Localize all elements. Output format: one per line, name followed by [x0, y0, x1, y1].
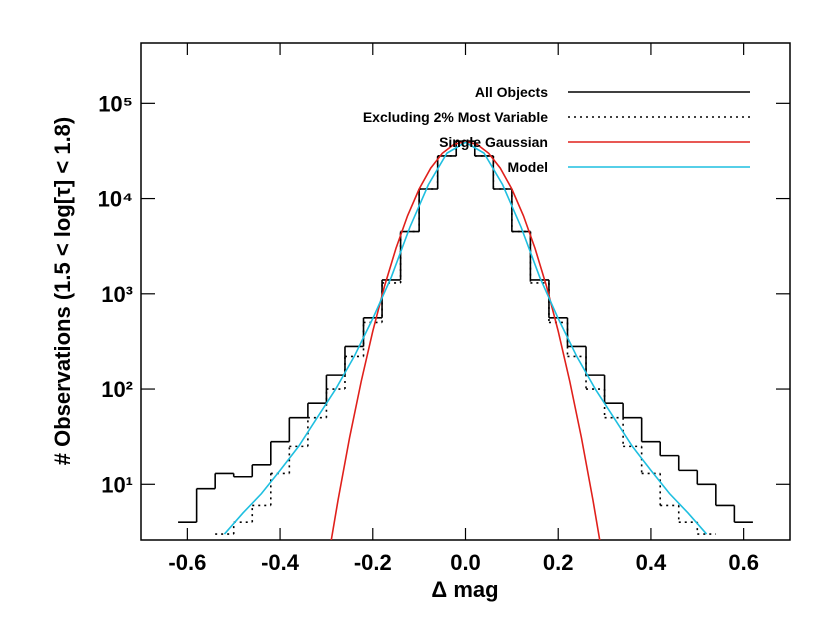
legend-label: Single Gaussian: [439, 134, 548, 150]
x-tick-label: 0.6: [728, 550, 759, 575]
y-tick-label: 10⁵: [98, 91, 133, 116]
x-tick-label: 0.0: [450, 550, 481, 575]
y-tick-label: 10²: [101, 377, 133, 402]
x-tick-label: 0.2: [543, 550, 574, 575]
legend-label: All Objects: [475, 84, 548, 100]
x-axis-label: Δ mag: [431, 577, 498, 602]
plot-area: [178, 140, 753, 540]
series-line: [330, 140, 601, 540]
x-tick-label: 0.4: [636, 550, 667, 575]
y-tick-label: 10³: [101, 282, 133, 307]
legend-label: Model: [508, 159, 548, 175]
legend-label: Excluding 2% Most Variable: [363, 109, 548, 125]
x-tick-label: -0.4: [261, 550, 300, 575]
series-line: [223, 141, 708, 535]
x-tick-label: -0.6: [168, 550, 206, 575]
y-tick-label: 10⁴: [98, 187, 133, 212]
y-axis-label: # Observations (1.5 < log[τ] < 1.8): [50, 117, 75, 466]
x-tick-label: -0.2: [354, 550, 392, 575]
y-tick-label: 10¹: [101, 472, 133, 497]
